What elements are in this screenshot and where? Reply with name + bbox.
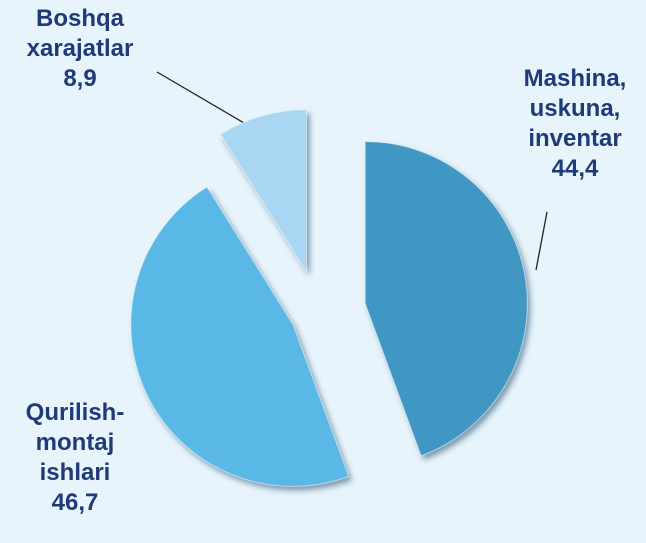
pie-slice	[364, 141, 528, 457]
category-label: Boshqa xarajatlar	[26, 5, 134, 62]
category-label: Qurilish-montaj ishlari	[25, 399, 125, 486]
value-label: 46,7	[51, 489, 99, 516]
pie-slice	[130, 186, 350, 487]
slice-label: Boshqa xarajatlar 8,9	[0, 4, 160, 94]
value-label: 44,4	[551, 155, 599, 182]
slice-label: Mashina, uskuna, inventar 44,4	[460, 64, 646, 184]
leader-line	[156, 71, 257, 131]
slice-label: Qurilish-montaj ishlari 46,7	[0, 398, 150, 518]
pie-slice	[219, 109, 307, 274]
value-label: 8,9	[63, 65, 97, 92]
leader-line	[535, 211, 548, 271]
category-label: Mashina, uskuna, inventar	[523, 65, 627, 152]
